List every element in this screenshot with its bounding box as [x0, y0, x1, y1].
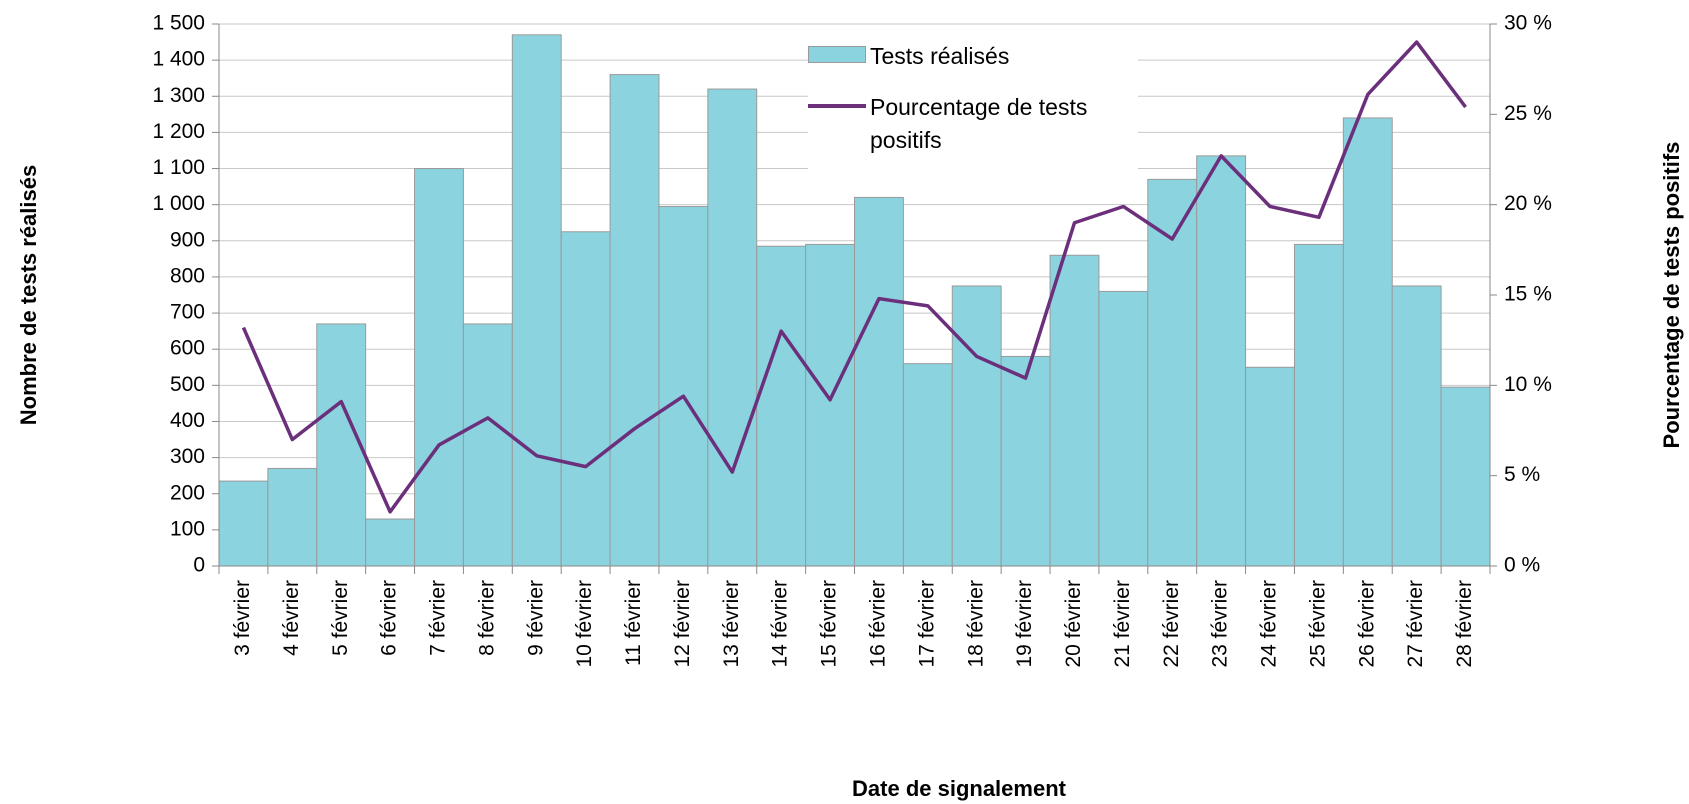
bar: [1245, 366, 1295, 567]
bar: [1440, 386, 1491, 567]
x-tick-label: 7 février: [427, 580, 450, 656]
y-tick-label: 300: [170, 445, 205, 468]
bar: [316, 323, 367, 567]
line: [241, 40, 1467, 514]
y2-tick-label: 15 %: [1504, 283, 1552, 306]
y-tick-label: 500: [170, 373, 205, 396]
x-tick-label: 6 février: [378, 580, 401, 656]
legend-symbol: [808, 46, 866, 63]
x-tick-label: 21 février: [1111, 580, 1134, 668]
y-tick-label: 1 400: [152, 48, 205, 71]
y2-tick-label: 0 %: [1504, 554, 1540, 577]
x-tick-label: 11 février: [622, 580, 645, 666]
y-tick-label: 1 500: [152, 12, 205, 35]
y-tick-label: 400: [170, 409, 205, 432]
y-tick-label: 1 000: [152, 192, 205, 215]
x-tick-label: 27 février: [1404, 580, 1427, 668]
bar: [560, 231, 611, 567]
bar: [756, 245, 807, 567]
bar: [462, 323, 513, 567]
bar: [805, 243, 855, 567]
bar: [1293, 243, 1344, 567]
bar: [609, 74, 660, 567]
legend-label: Tests réalisés: [870, 43, 1010, 69]
legend-symbol: [808, 91, 866, 121]
y2-tick-label: 10 %: [1504, 373, 1552, 396]
x-tick-label: 4 février: [280, 580, 303, 656]
x-tick-label: 14 février: [769, 580, 792, 668]
y-axis-title: Nombre de tests réalisés: [16, 165, 41, 425]
x-tick-label: 5 février: [329, 580, 352, 656]
x-tick-label: 17 février: [915, 580, 938, 668]
x-tick-label: 18 février: [964, 580, 987, 668]
x-tick-label: 24 février: [1258, 580, 1281, 668]
bar: [218, 480, 269, 567]
bar: [414, 168, 464, 567]
bar: [707, 88, 758, 567]
x-axis-title: Date de signalement: [852, 776, 1067, 801]
y-tick-label: 200: [170, 481, 205, 504]
x-tick-label: 26 février: [1355, 580, 1378, 668]
y-tick-label: 1 100: [152, 156, 205, 179]
legend-item: Pourcentage de tests positifs: [808, 91, 1138, 157]
y-tick-label: 1 200: [152, 120, 205, 143]
x-tick-label: 9 février: [524, 580, 547, 656]
bar: [902, 363, 953, 567]
x-tick-label: 8 février: [475, 580, 498, 656]
legend-label: Pourcentage de tests positifs: [870, 94, 1088, 153]
bar: [1391, 285, 1442, 567]
legend-line: [808, 104, 866, 108]
y-tick-label: 100: [170, 517, 205, 540]
x-tick-label: 23 février: [1209, 580, 1232, 668]
x-tick-label: 10 février: [573, 580, 596, 668]
bar: [1342, 117, 1393, 567]
bar: [1000, 355, 1051, 567]
x-tick-label: 25 février: [1306, 580, 1329, 668]
x-tick-label: 3 février: [231, 580, 254, 656]
y2-tick-label: 20 %: [1504, 192, 1552, 215]
y-tick-label: 700: [170, 301, 205, 324]
x-tick-label: 13 février: [720, 580, 743, 668]
bar: [1049, 254, 1100, 567]
bar: [854, 196, 904, 567]
bar: [658, 205, 709, 567]
bar: [1098, 290, 1149, 567]
x-tick-label: 20 février: [1062, 580, 1085, 668]
x-tick-label: 16 février: [866, 580, 889, 668]
y-tick-label: 0: [193, 554, 205, 577]
y2-axis-title: Pourcentage de tests positifs: [1659, 142, 1684, 449]
bar: [365, 518, 416, 567]
x-tick-label: 12 février: [671, 580, 694, 668]
x-tick-label: 28 février: [1453, 580, 1476, 668]
bar: [1196, 155, 1247, 567]
y-tick-label: 1 300: [152, 84, 205, 107]
y-tick-label: 600: [170, 337, 205, 360]
x-tick-label: 22 février: [1160, 580, 1183, 668]
bar: [511, 34, 562, 567]
legend: Tests réalisés Pourcentage de tests posit…: [808, 34, 1138, 175]
y2-tick-label: 30 %: [1504, 12, 1552, 35]
x-tick-label: 19 février: [1013, 580, 1036, 668]
y2-tick-label: 5 %: [1504, 463, 1540, 486]
y-tick-label: 900: [170, 228, 205, 251]
legend-item: Tests réalisés: [808, 40, 1138, 73]
bar: [267, 467, 318, 567]
x-tick-label: 15 février: [818, 580, 841, 668]
y2-tick-label: 25 %: [1504, 102, 1552, 125]
bar: [951, 285, 1002, 567]
y-tick-label: 800: [170, 264, 205, 287]
